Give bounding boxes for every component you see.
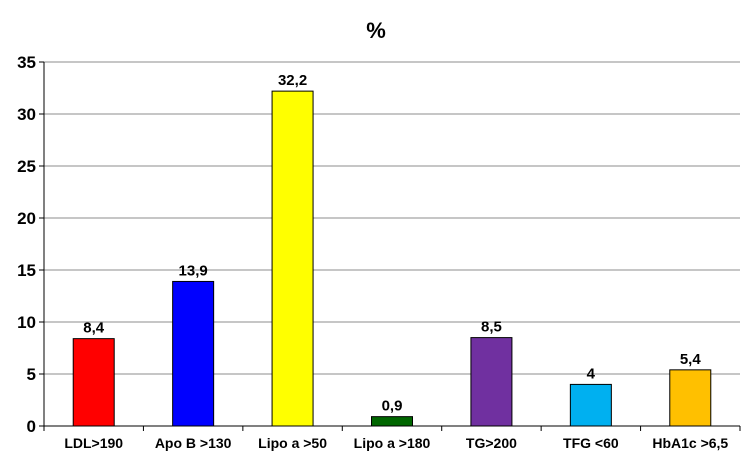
data-label: 0,9 — [382, 398, 403, 415]
x-tick-label: TG>200 — [466, 435, 517, 451]
bar-lipo-a-180 — [371, 416, 413, 427]
x-tick-label: HbA1c >6,5 — [652, 435, 728, 451]
y-tick-label: 35 — [17, 53, 36, 72]
y-tick-label: 15 — [17, 261, 36, 280]
y-tick-label: 30 — [17, 105, 36, 124]
x-tick-label: LDL>190 — [64, 435, 123, 451]
chart-title: % — [366, 18, 386, 43]
y-tick-label: 0 — [27, 417, 36, 436]
data-label: 4 — [587, 365, 596, 382]
bar-apo-b-130 — [172, 280, 215, 427]
y-tick-label: 25 — [17, 157, 36, 176]
y-tick-label: 5 — [27, 365, 36, 384]
x-tick-label: Lipo a >50 — [258, 435, 327, 451]
x-tick-label: Apo B >130 — [155, 435, 232, 451]
y-tick-label: 20 — [17, 209, 36, 228]
bar-hba1c-6-5 — [669, 369, 712, 427]
data-label: 8,4 — [83, 320, 105, 337]
axes — [39, 61, 741, 431]
bar-tfg-60 — [569, 383, 612, 427]
bar-lipo-a-50 — [271, 90, 314, 427]
labels: 0 5 10 15 20 25 30 35 8,4 LDL>190 13,9 Apo B >130 32… — [17, 53, 728, 451]
x-tick-label: TFG <60 — [563, 435, 619, 451]
y-tick-label: 10 — [17, 313, 36, 332]
data-label: 32,2 — [278, 72, 307, 89]
bar-tg-200 — [470, 337, 513, 427]
data-label: 13,9 — [179, 262, 208, 279]
bar-ldl-190 — [72, 338, 115, 427]
data-label: 8,5 — [481, 319, 502, 336]
bars — [72, 90, 712, 427]
gridlines — [44, 61, 740, 375]
x-tick-label: Lipo a >180 — [354, 435, 431, 451]
data-label: 5,4 — [680, 351, 702, 368]
